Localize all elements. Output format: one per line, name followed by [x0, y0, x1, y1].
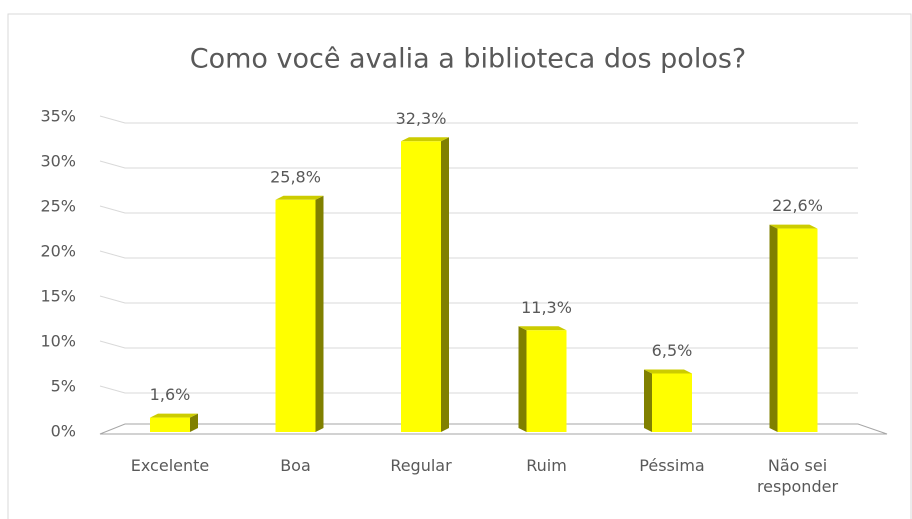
grid-line [99, 385, 858, 394]
bar [401, 141, 441, 433]
floor [99, 423, 888, 435]
bar-side [518, 326, 527, 432]
bar-side [769, 224, 778, 432]
y-tick-label: 15% [40, 287, 76, 306]
data-label: 32,3% [396, 109, 447, 128]
data-label: 22,6% [772, 196, 823, 215]
grid-line [99, 160, 858, 169]
bar-side [190, 413, 198, 432]
x-tick-label: Excelente [130, 456, 210, 475]
data-label: 1,6% [150, 385, 191, 404]
y-tick-label: 35% [40, 107, 76, 126]
x-tick-label: Boa [280, 456, 311, 475]
y-tick-label: 30% [40, 152, 76, 171]
x-tick-label: Ruim [526, 456, 567, 475]
bar-top [401, 137, 449, 142]
bar [150, 417, 190, 432]
y-tick-label: 10% [40, 332, 76, 351]
y-tick-label: 25% [40, 197, 76, 216]
grid-line [99, 250, 858, 259]
bar-side [644, 369, 652, 432]
grid-line [99, 115, 858, 124]
bar-top [644, 369, 692, 374]
grid-line [99, 205, 858, 214]
bar-top [275, 195, 324, 200]
y-tick-label: 5% [51, 377, 76, 396]
bar [526, 330, 567, 432]
bar-side [315, 195, 324, 432]
x-tick-label: Não sei responder [756, 456, 839, 496]
data-label: 25,8% [270, 167, 321, 186]
y-tick-label: 0% [51, 422, 76, 441]
bar-top [150, 413, 198, 418]
grid-line [99, 340, 858, 349]
bar-top [769, 224, 818, 229]
data-label: 11,3% [521, 298, 572, 317]
chart-border [7, 13, 912, 519]
bar [275, 199, 316, 432]
bar-top [518, 326, 567, 331]
x-tick-label: Péssima [639, 456, 705, 475]
chart-title: Como você avalia a biblioteca dos polos? [190, 44, 747, 75]
grid-line [99, 295, 858, 304]
bar [777, 228, 818, 432]
x-tick-label: Regular [390, 456, 452, 475]
y-tick-label: 20% [40, 242, 76, 261]
bar-side [441, 137, 449, 433]
data-label: 6,5% [652, 341, 693, 360]
bar [652, 373, 692, 432]
